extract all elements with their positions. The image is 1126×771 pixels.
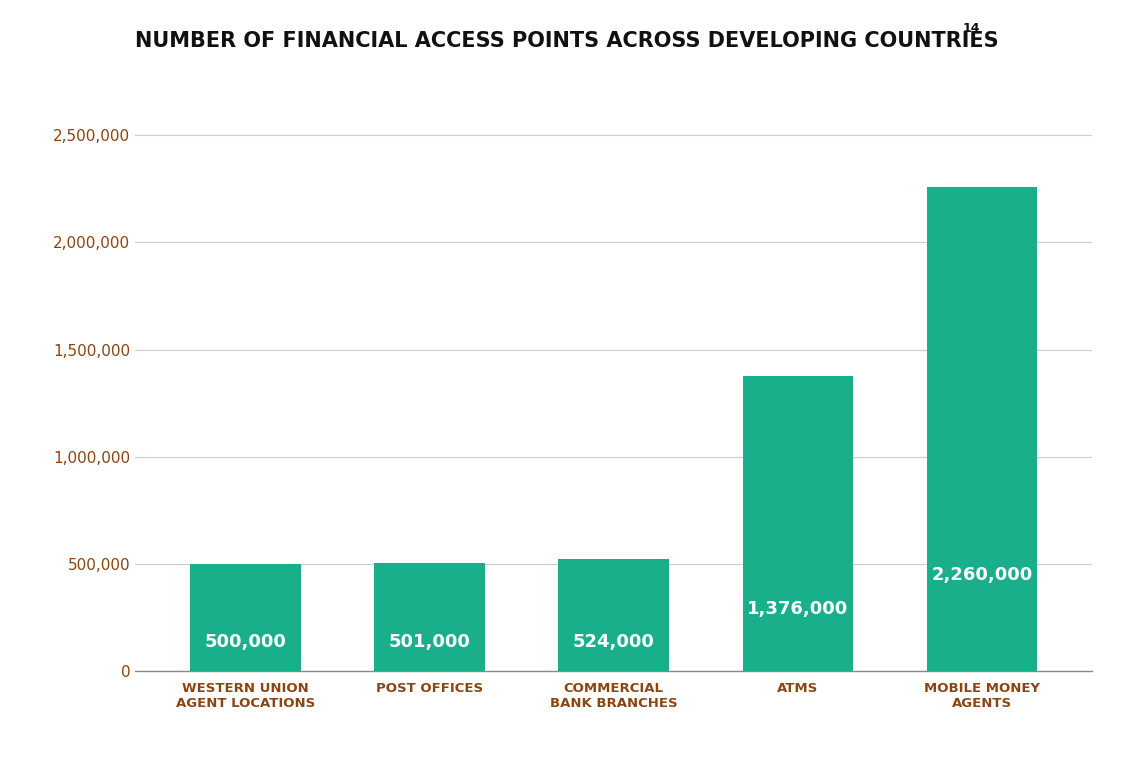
- Text: NUMBER OF FINANCIAL ACCESS POINTS ACROSS DEVELOPING COUNTRIES: NUMBER OF FINANCIAL ACCESS POINTS ACROSS…: [135, 31, 999, 51]
- Text: 2,260,000: 2,260,000: [931, 566, 1033, 584]
- Bar: [190, 564, 301, 671]
- Text: 524,000: 524,000: [573, 632, 654, 651]
- Bar: [927, 187, 1037, 671]
- Text: 500,000: 500,000: [205, 634, 286, 651]
- Text: 14: 14: [963, 22, 981, 35]
- Bar: [375, 564, 485, 671]
- Bar: [742, 376, 854, 671]
- Text: 1,376,000: 1,376,000: [748, 600, 848, 618]
- Bar: [558, 558, 669, 671]
- Text: 501,000: 501,000: [388, 634, 471, 651]
